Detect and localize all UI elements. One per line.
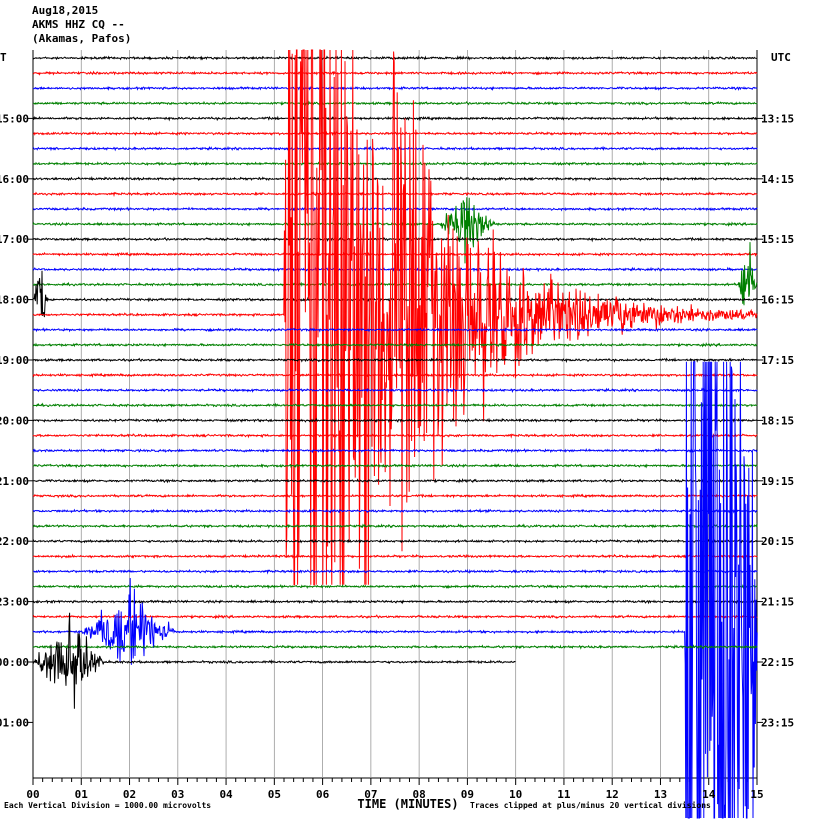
trace-line: [32, 342, 758, 348]
left-time-label: 20:00: [0, 414, 29, 427]
x-tick-label: 10: [509, 788, 522, 801]
trace-line: [32, 327, 758, 333]
trace-line: [32, 49, 758, 586]
trace-line: [32, 463, 758, 469]
right-time-label: 17:15: [761, 354, 794, 367]
x-tick-label: 05: [268, 788, 281, 801]
trace-line: [32, 160, 758, 167]
trace-line: [32, 478, 758, 484]
right-time-label: 14:15: [761, 173, 794, 186]
trace-line: [32, 599, 758, 605]
x-tick-label: 02: [123, 788, 136, 801]
trace-line: [32, 387, 758, 394]
right-time-label: 15:15: [761, 233, 794, 246]
trace-line: [32, 583, 758, 590]
left-time-label: 01:00: [0, 716, 29, 729]
trace-line: [32, 191, 758, 198]
plot-date: Aug18,2015: [32, 4, 99, 17]
seismic-traces: [32, 49, 758, 819]
left-time-label: 23:00: [0, 596, 29, 609]
left-time-label: 00:00: [0, 656, 29, 669]
left-time-label: 22:00: [0, 535, 29, 548]
trace-line: [32, 613, 758, 620]
axis-labels: 15:00 13:15 16:00 14:15 17:00 15:15 18:00 16:15…: [0, 51, 794, 811]
trace-line: [32, 372, 758, 378]
trace-line: [32, 130, 758, 137]
right-time-label: 16:15: [761, 294, 794, 307]
x-tick-label: 04: [219, 788, 233, 801]
trace-line: [32, 433, 758, 439]
right-time-label: 20:15: [761, 535, 794, 548]
trace-line: [32, 538, 758, 544]
grid-lines: [32, 50, 758, 785]
trace-line: [32, 402, 758, 408]
right-time-label: 19:15: [761, 475, 794, 488]
trace-line: [32, 508, 758, 514]
right-axis-title: UTC: [771, 51, 791, 64]
x-tick-label: 01: [75, 788, 89, 801]
trace-line: [32, 55, 758, 61]
x-tick-label: 09: [461, 788, 474, 801]
station-code: AKMS HHZ CQ --: [32, 18, 125, 31]
trace-line: [32, 176, 758, 182]
footer-clip-note: Traces clipped at plus/minus 20 vertical…: [470, 800, 711, 810]
trace-line: [32, 100, 758, 107]
x-tick-label: 13: [654, 788, 667, 801]
trace-line: [32, 115, 758, 122]
right-time-label: 13:15: [761, 112, 794, 125]
trace-line: [32, 553, 758, 560]
x-tick-label: 12: [606, 788, 619, 801]
left-time-label: 21:00: [0, 475, 29, 488]
x-tick-label: 06: [316, 788, 330, 801]
trace-line: [32, 361, 758, 819]
right-time-label: 21:15: [761, 596, 794, 609]
trace-line: [32, 236, 758, 243]
x-tick-label: 15: [750, 788, 763, 801]
trace-line: [32, 417, 758, 424]
trace-line: [33, 568, 758, 575]
right-time-label: 22:15: [761, 656, 794, 669]
left-time-label: 19:00: [0, 354, 29, 367]
station-location: (Akamas, Pafos): [32, 32, 132, 45]
x-tick-label: 00: [26, 788, 39, 801]
left-time-label: 15:00: [0, 112, 29, 125]
x-tick-label: 03: [171, 788, 184, 801]
left-axis-title: T: [0, 51, 7, 64]
trace-line: [32, 197, 758, 264]
x-tick-label: 07: [364, 788, 377, 801]
x-tick-label: 14: [702, 788, 716, 801]
trace-line: [32, 612, 516, 709]
x-tick-label: 08: [413, 788, 426, 801]
x-tick-label: 11: [557, 788, 571, 801]
right-time-label: 23:15: [761, 716, 794, 729]
trace-line: [32, 493, 758, 500]
trace-line: [32, 523, 758, 529]
left-time-label: 17:00: [0, 233, 29, 246]
trace-line: [32, 85, 758, 91]
x-axis-label: TIME (MINUTES): [357, 797, 458, 811]
left-time-label: 18:00: [0, 294, 29, 307]
trace-line: [32, 357, 758, 364]
trace-line: [32, 145, 758, 152]
trace-line: [32, 448, 758, 454]
trace-line: [32, 206, 758, 212]
trace-line: [32, 70, 758, 76]
right-time-label: 18:15: [761, 414, 794, 427]
trace-line: [32, 644, 758, 650]
left-time-label: 16:00: [0, 173, 29, 186]
footer-scale-note: Each Vertical Division = 1000.00 microvo…: [4, 800, 211, 810]
